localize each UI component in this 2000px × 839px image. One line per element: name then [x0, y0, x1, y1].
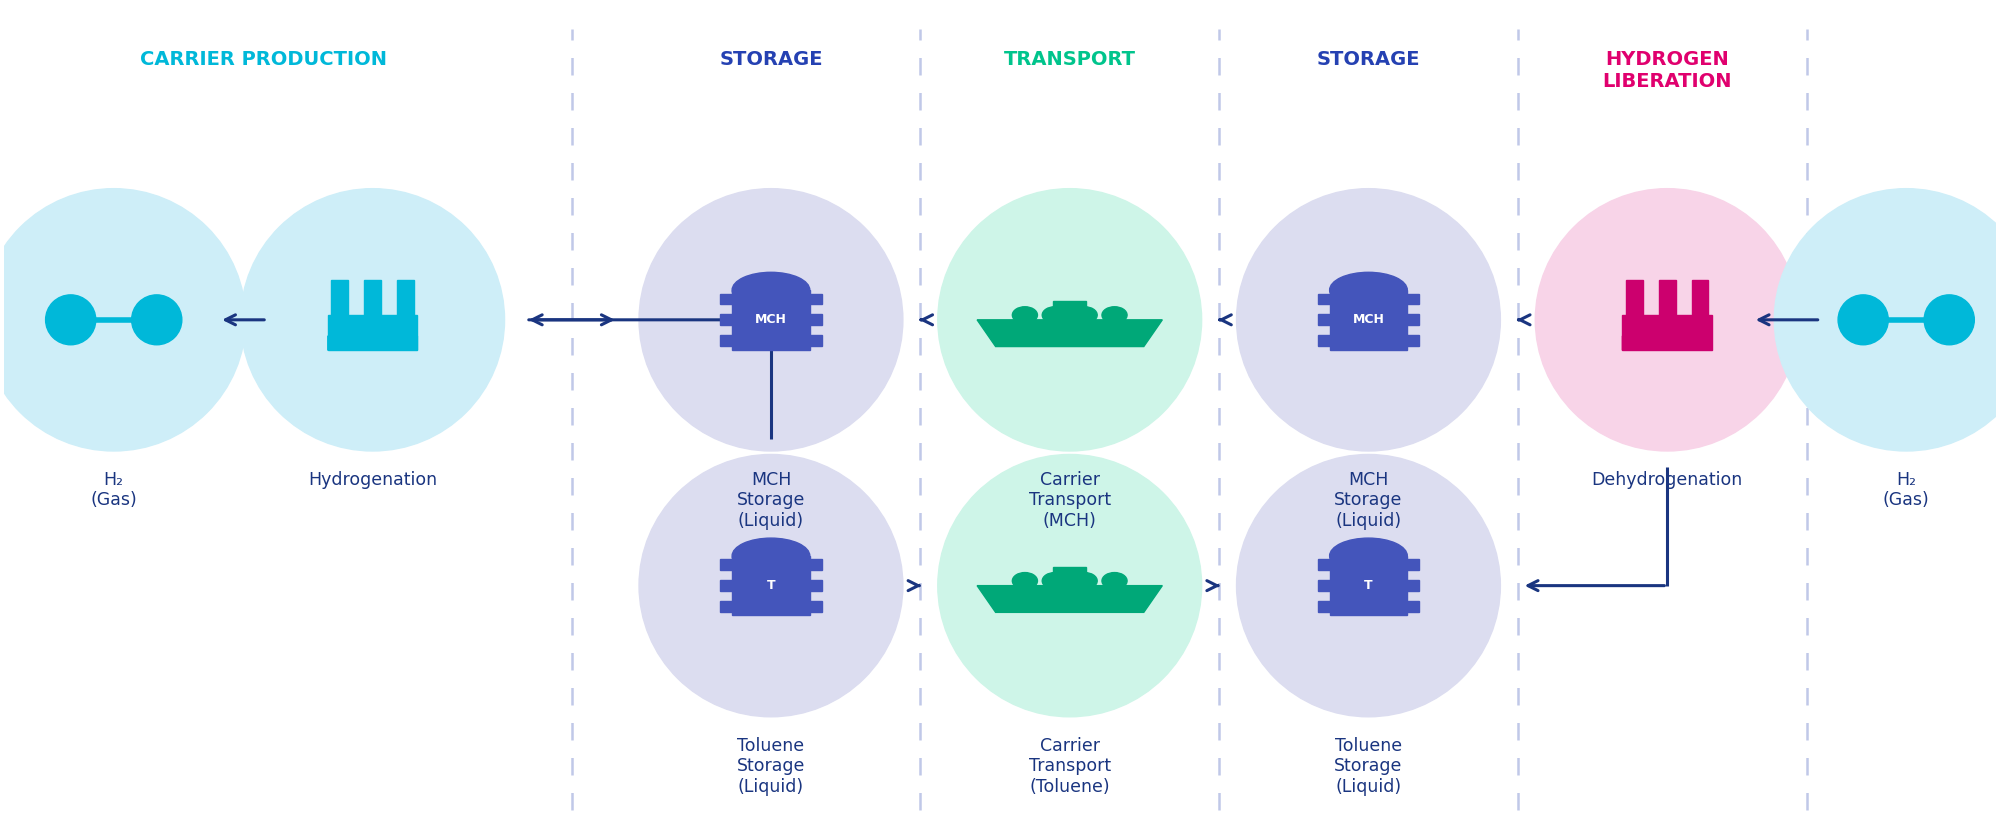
Text: Carrier
Transport
(Toluene): Carrier Transport (Toluene) [1028, 737, 1110, 796]
Text: Hydrogenation: Hydrogenation [308, 471, 438, 488]
Text: STORAGE: STORAGE [1316, 50, 1420, 69]
Polygon shape [978, 320, 1162, 347]
Bar [810, 560, 822, 571]
Ellipse shape [240, 189, 504, 451]
Text: H₂
(Gas): H₂ (Gas) [90, 471, 138, 509]
Text: STORAGE: STORAGE [720, 50, 822, 69]
Ellipse shape [640, 455, 902, 717]
Bar [1330, 290, 1408, 350]
Ellipse shape [1102, 307, 1128, 323]
Bar [364, 280, 380, 315]
Bar [732, 290, 810, 350]
Ellipse shape [1236, 455, 1500, 717]
Bar [1658, 280, 1676, 315]
Bar [810, 581, 822, 591]
Polygon shape [328, 336, 418, 350]
Bar [332, 280, 348, 315]
Ellipse shape [1924, 294, 1974, 345]
Bar [720, 294, 732, 305]
Ellipse shape [1536, 189, 1800, 451]
Ellipse shape [1774, 189, 2000, 451]
Bar [720, 560, 732, 571]
Bar [1408, 336, 1420, 346]
Ellipse shape [938, 455, 1202, 717]
Ellipse shape [46, 294, 96, 345]
Bar [1408, 601, 1420, 612]
Bar [810, 294, 822, 305]
Bar [1408, 315, 1420, 326]
Polygon shape [1622, 336, 1712, 350]
Ellipse shape [1072, 572, 1098, 589]
Bar [1408, 560, 1420, 571]
Bar [720, 315, 732, 326]
Ellipse shape [1330, 273, 1408, 308]
Ellipse shape [1012, 307, 1038, 323]
Ellipse shape [1330, 538, 1408, 574]
Text: MCH: MCH [1352, 313, 1384, 326]
Bar [810, 315, 822, 326]
Ellipse shape [732, 273, 810, 308]
Bar [1318, 315, 1330, 326]
Bar [1054, 566, 1086, 586]
Ellipse shape [1012, 572, 1038, 589]
Text: MCH
Storage
(Liquid): MCH Storage (Liquid) [1334, 471, 1402, 530]
Text: H₂
(Gas): H₂ (Gas) [1882, 471, 1930, 509]
Ellipse shape [938, 189, 1202, 451]
Ellipse shape [640, 189, 902, 451]
Ellipse shape [0, 189, 246, 451]
Bar [1692, 280, 1708, 315]
Bar [1408, 294, 1420, 305]
Ellipse shape [1072, 307, 1098, 323]
Ellipse shape [1102, 572, 1128, 589]
FancyBboxPatch shape [328, 315, 418, 350]
Ellipse shape [1042, 307, 1068, 323]
Ellipse shape [1042, 572, 1068, 589]
Text: TRANSPORT: TRANSPORT [1004, 50, 1136, 69]
Bar [1318, 336, 1330, 346]
Bar [1054, 301, 1086, 320]
Text: HYDROGEN
LIBERATION: HYDROGEN LIBERATION [1602, 50, 1732, 91]
Ellipse shape [1838, 294, 1888, 345]
Text: Dehydrogenation: Dehydrogenation [1592, 471, 1742, 488]
Text: MCH: MCH [756, 313, 786, 326]
Bar [810, 336, 822, 346]
Bar [1408, 581, 1420, 591]
FancyBboxPatch shape [1622, 315, 1712, 350]
Ellipse shape [1236, 189, 1500, 451]
Bar [1626, 280, 1642, 315]
Bar [720, 601, 732, 612]
Ellipse shape [732, 538, 810, 574]
Text: MCH
Storage
(Liquid): MCH Storage (Liquid) [736, 471, 806, 530]
Bar [1318, 581, 1330, 591]
Bar [720, 581, 732, 591]
Ellipse shape [132, 294, 182, 345]
Polygon shape [978, 586, 1162, 612]
Text: Toluene
Storage
(Liquid): Toluene Storage (Liquid) [1334, 737, 1402, 796]
Bar [1318, 601, 1330, 612]
Bar [398, 280, 414, 315]
Text: Carrier
Transport
(MCH): Carrier Transport (MCH) [1028, 471, 1110, 530]
Bar [720, 336, 732, 346]
Text: T: T [1364, 579, 1372, 592]
Bar [732, 556, 810, 615]
Bar [1330, 556, 1408, 615]
Bar [810, 601, 822, 612]
Text: CARRIER PRODUCTION: CARRIER PRODUCTION [140, 50, 386, 69]
Bar [1318, 560, 1330, 571]
Bar [1318, 294, 1330, 305]
Text: Toluene
Storage
(Liquid): Toluene Storage (Liquid) [736, 737, 806, 796]
Text: T: T [766, 579, 776, 592]
